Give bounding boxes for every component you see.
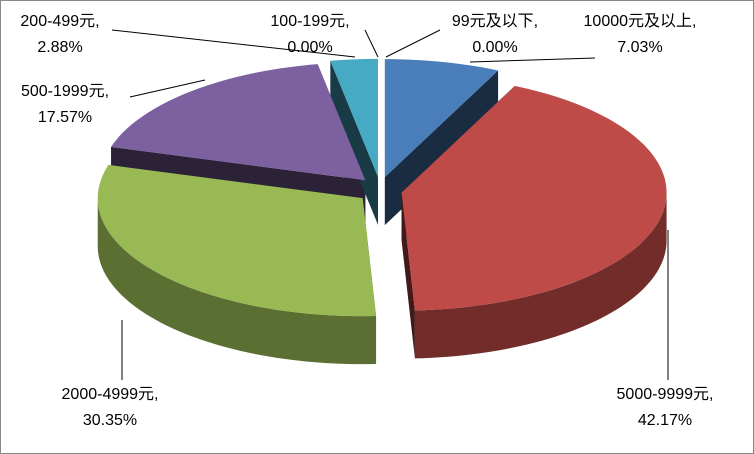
data-label-category: 10000元及以上, <box>584 12 697 30</box>
leader-line <box>385 29 441 58</box>
data-label-value: 30.35% <box>83 412 137 429</box>
slice-wall <box>414 192 667 359</box>
data-label-value: 17.57% <box>38 109 92 126</box>
data-label-category: 500-1999元, <box>21 83 109 100</box>
leader-line <box>111 29 356 58</box>
slice <box>111 64 366 181</box>
slice-tops <box>97 58 667 317</box>
data-label-category: 100-199元, <box>270 13 349 30</box>
data-label-value: 0.00% <box>472 39 517 56</box>
data-label-value: 7.03% <box>617 39 662 56</box>
slice <box>330 58 379 177</box>
data-label-category: 200-499元, <box>20 13 99 30</box>
data-label-value: 2.88% <box>37 39 82 56</box>
data-label-category: 99元及以下, <box>452 13 538 30</box>
data-label-value: 0.00% <box>287 39 332 56</box>
leader-line <box>469 57 596 63</box>
slice <box>401 85 667 311</box>
data-label-value: 42.17% <box>638 412 692 429</box>
slice-face <box>401 192 415 359</box>
slice <box>97 164 377 317</box>
labels: 10000元及以上, 7.03% 5000-9999元, 42.17% 2000-499… <box>20 12 713 429</box>
slice-wall <box>97 198 377 365</box>
data-label-category: 5000-9999元, <box>617 386 714 403</box>
slice <box>384 59 499 178</box>
data-label-category: 2000-4999元, <box>62 386 159 403</box>
leader-line <box>129 79 206 98</box>
leader-line <box>364 29 379 58</box>
slice-face <box>330 60 379 225</box>
